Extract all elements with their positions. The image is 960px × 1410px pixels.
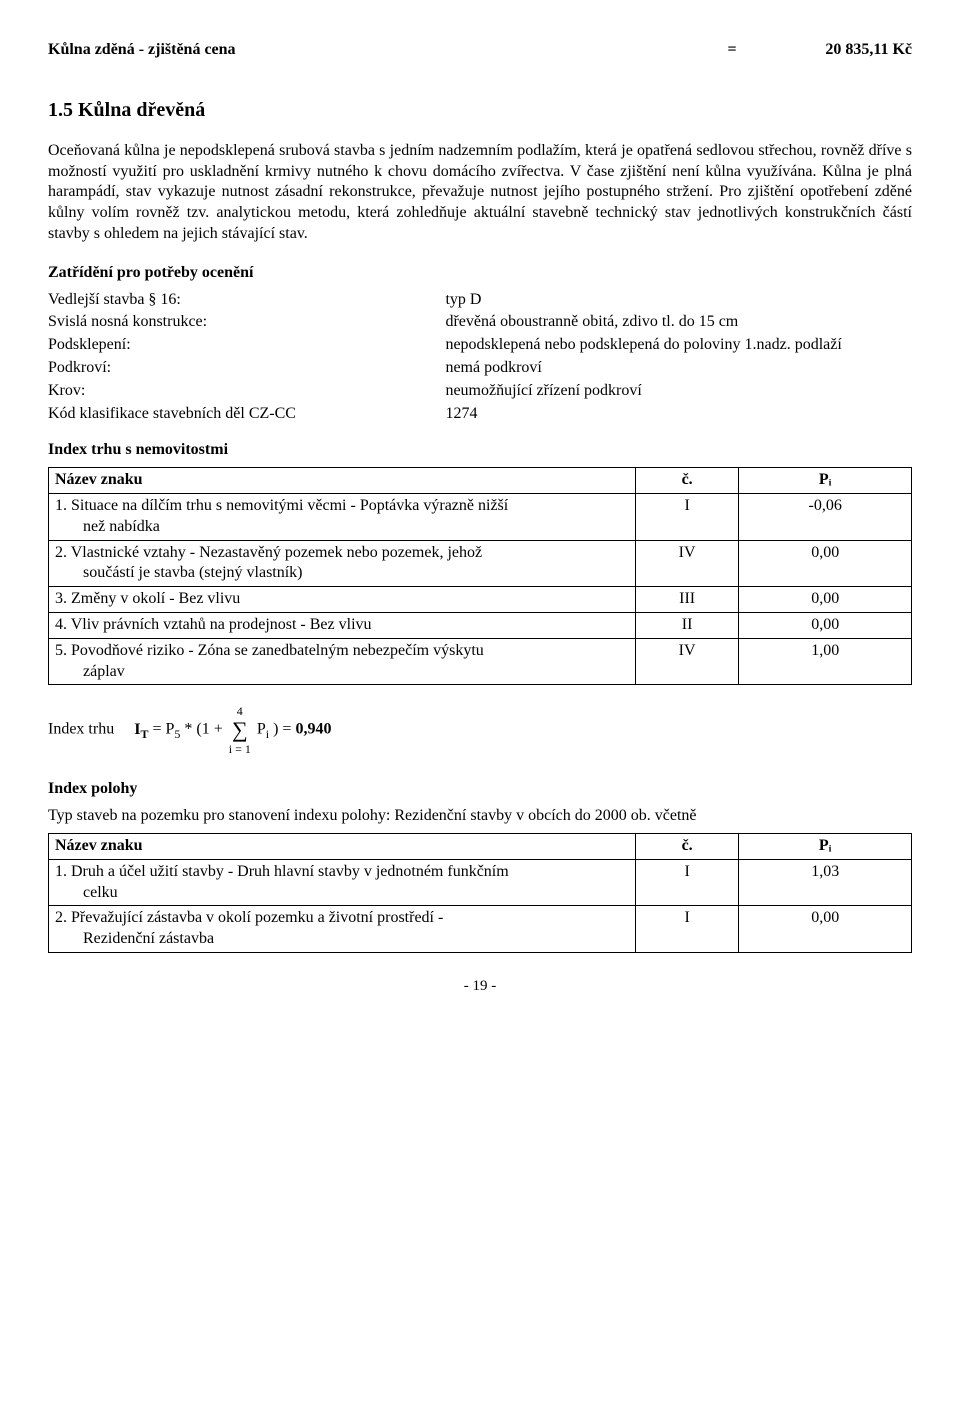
cell-name: 2. Převažující zástavba v okolí pozemku … — [49, 906, 636, 953]
kv-value: 1274 — [445, 404, 912, 427]
sigma-block: 4 ∑ i = 1 — [229, 703, 251, 757]
table-row: 1. Situace na dílčím trhu s nemovitými v… — [49, 493, 912, 540]
kv-value: neumožňující zřízení podkroví — [445, 381, 912, 404]
price-value: 20 835,11 Kč — [752, 40, 912, 61]
cell-c: I — [635, 493, 739, 540]
cell-c: II — [635, 612, 739, 638]
sigma-symbol: ∑ — [232, 717, 248, 742]
formula-p5-sub: 5 — [174, 727, 180, 741]
cell-pi: 0,00 — [739, 587, 912, 613]
table-header-cell: Pᵢ — [739, 468, 912, 494]
kv-row: Kód klasifikace stavebních děl CZ-CC 127… — [48, 404, 912, 427]
cell-c: I — [635, 906, 739, 953]
index-trhu-heading: Index trhu s nemovitostmi — [48, 440, 912, 461]
kv-value: nepodsklepená nebo podsklepená do polovi… — [445, 335, 912, 358]
formula-close: ) = — [273, 721, 295, 738]
cell-c: IV — [635, 540, 739, 587]
paragraph-description: Oceňovaná kůlna je nepodsklepená srubová… — [48, 141, 912, 245]
kv-key: Krov: — [48, 381, 445, 404]
formula-pi: P — [257, 721, 266, 738]
price-line: Kůlna zděná - zjištěná cena = 20 835,11 … — [48, 40, 912, 61]
section-heading: 1.5 Kůlna dřevěná — [48, 97, 912, 123]
cell-name: 1. Situace na dílčím trhu s nemovitými v… — [49, 493, 636, 540]
kv-value: typ D — [445, 290, 912, 313]
cell-c: I — [635, 859, 739, 906]
cell-c: IV — [635, 638, 739, 685]
index-polohy-table: Název znakuč.Pᵢ1. Druh a účel užití stav… — [48, 833, 912, 953]
kv-key: Podkroví: — [48, 358, 445, 381]
table-row: 2. Vlastnické vztahy - Nezastavěný pozem… — [49, 540, 912, 587]
cell-c: III — [635, 587, 739, 613]
table-header-cell: č. — [635, 833, 739, 859]
table-header-row: Název znakuč.Pᵢ — [49, 833, 912, 859]
cell-pi: 0,00 — [739, 906, 912, 953]
formula-mid: * (1 + — [184, 721, 226, 738]
sigma-top: 4 — [237, 704, 243, 718]
formula-lhs-sub: T — [140, 727, 148, 741]
index-polohy-para: Typ staveb na pozemku pro stanovení inde… — [48, 806, 912, 827]
cell-pi: 1,00 — [739, 638, 912, 685]
kv-key: Vedlejší stavba § 16: — [48, 290, 445, 313]
cell-name: 2. Vlastnické vztahy - Nezastavěný pozem… — [49, 540, 636, 587]
table-header-cell: č. — [635, 468, 739, 494]
table-header-cell: Název znaku — [49, 833, 636, 859]
table-row: 1. Druh a účel užití stavby - Druh hlavn… — [49, 859, 912, 906]
formula-result: 0,940 — [295, 721, 331, 738]
index-polohy-heading: Index polohy — [48, 779, 912, 800]
cell-pi: 0,00 — [739, 612, 912, 638]
kv-row: Krov:neumožňující zřízení podkroví — [48, 381, 912, 404]
table-row: 4. Vliv právních vztahů na prodejnost - … — [49, 612, 912, 638]
table-row: 3. Změny v okolí - Bez vlivuIII0,00 — [49, 587, 912, 613]
index-trhu-formula: Index trhu IT = P5 * (1 + 4 ∑ i = 1 Pi )… — [48, 703, 912, 757]
kv-value: dřevěná oboustranně obitá, zdivo tl. do … — [445, 312, 912, 335]
kv-key: Podsklepení: — [48, 335, 445, 358]
kv-row: Svislá nosná konstrukce:dřevěná oboustra… — [48, 312, 912, 335]
index-trhu-table: Název znakuč.Pᵢ1. Situace na dílčím trhu… — [48, 467, 912, 685]
cell-name: 5. Povodňové riziko - Zóna se zanedbatel… — [49, 638, 636, 685]
formula-pi-sub: i — [266, 727, 269, 741]
table-row: 2. Převažující zástavba v okolí pozemku … — [49, 906, 912, 953]
kv-row: Vedlejší stavba § 16:typ D — [48, 290, 912, 313]
kv-row: Podsklepení:nepodsklepená nebo podsklepe… — [48, 335, 912, 358]
table-header-cell: Pᵢ — [739, 833, 912, 859]
price-label: Kůlna zděná - zjištěná cena — [48, 40, 712, 61]
kv-key: Svislá nosná konstrukce: — [48, 312, 445, 335]
kv-key: Kód klasifikace stavebních děl CZ-CC — [48, 404, 445, 427]
formula-prefix: Index trhu — [48, 721, 114, 738]
cell-name: 4. Vliv právních vztahů na prodejnost - … — [49, 612, 636, 638]
cell-pi: -0,06 — [739, 493, 912, 540]
page-number: - 19 - — [48, 977, 912, 997]
table-header-cell: Název znaku — [49, 468, 636, 494]
price-eq: = — [712, 40, 752, 61]
zatrideni-table: Vedlejší stavba § 16:typ DSvislá nosná k… — [48, 290, 912, 427]
zatrideni-heading: Zatřídění pro potřeby ocenění — [48, 263, 912, 284]
kv-value: nemá podkroví — [445, 358, 912, 381]
cell-name: 1. Druh a účel užití stavby - Druh hlavn… — [49, 859, 636, 906]
table-header-row: Název znakuč.Pᵢ — [49, 468, 912, 494]
formula-eq: = P — [152, 721, 174, 738]
cell-pi: 0,00 — [739, 540, 912, 587]
cell-pi: 1,03 — [739, 859, 912, 906]
table-row: 5. Povodňové riziko - Zóna se zanedbatel… — [49, 638, 912, 685]
kv-row: Podkroví:nemá podkroví — [48, 358, 912, 381]
cell-name: 3. Změny v okolí - Bez vlivu — [49, 587, 636, 613]
sigma-bottom: i = 1 — [229, 742, 251, 756]
